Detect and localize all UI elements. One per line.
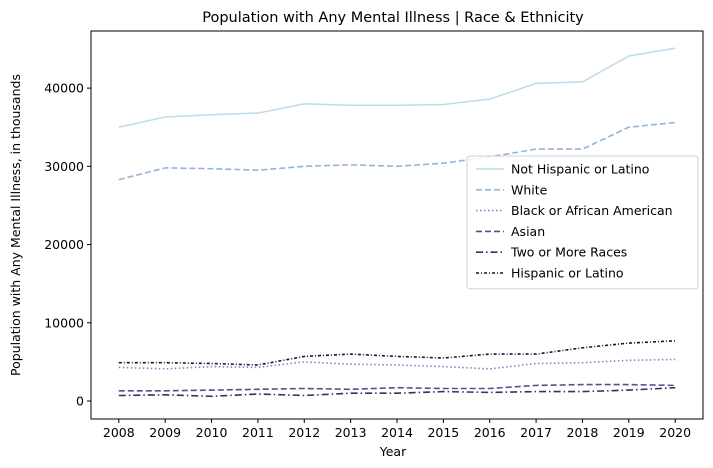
y-axis-title: Population with Any Mental Illness, in t… bbox=[8, 74, 23, 376]
x-tick-label: 2010 bbox=[196, 425, 228, 440]
series-line bbox=[118, 47, 676, 128]
series-line bbox=[118, 358, 676, 370]
x-tick-label: 2017 bbox=[520, 425, 552, 440]
y-tick-label: 20000 bbox=[44, 237, 84, 252]
x-tick-label: 2008 bbox=[103, 425, 135, 440]
x-tick-label: 2012 bbox=[288, 425, 320, 440]
x-axis: 2008 2009 2010 2011 2012 2013 2014 2015 2016 2017… bbox=[103, 419, 691, 440]
series-line bbox=[118, 121, 676, 181]
x-tick-label: 2013 bbox=[335, 425, 367, 440]
series-layer bbox=[118, 47, 676, 398]
x-axis-title: Year bbox=[379, 444, 407, 459]
x-tick-label: 2011 bbox=[242, 425, 274, 440]
y-tick-label: 0 bbox=[76, 394, 84, 409]
x-tick-label: 2014 bbox=[381, 425, 413, 440]
y-axis: 0 10000 20000 30000 40000 bbox=[44, 81, 91, 409]
y-tick-label: 40000 bbox=[44, 81, 84, 96]
legend-box bbox=[466, 155, 699, 290]
chart-title: Population with Any Mental Illness | Rac… bbox=[202, 10, 584, 26]
legend-label: Asian bbox=[511, 224, 545, 239]
x-tick-label: 2015 bbox=[427, 425, 459, 440]
x-tick-label: 2019 bbox=[613, 425, 645, 440]
series-line bbox=[118, 340, 676, 366]
x-tick-label: 2020 bbox=[659, 425, 691, 440]
series-line bbox=[118, 386, 676, 398]
legend-label: White bbox=[511, 182, 548, 197]
y-tick-label: 10000 bbox=[44, 315, 84, 330]
legend-label: Two or More Races bbox=[510, 245, 627, 260]
x-tick-label: 2016 bbox=[474, 425, 506, 440]
legend-label: Hispanic or Latino bbox=[511, 266, 624, 281]
y-tick-label: 30000 bbox=[44, 159, 84, 174]
legend-label: Not Hispanic or Latino bbox=[511, 162, 649, 177]
legend-label: Black or African American bbox=[511, 203, 673, 218]
series-line bbox=[118, 383, 676, 392]
x-tick-label: 2009 bbox=[149, 425, 181, 440]
legend: Not Hispanic or Latino White Black or Afri… bbox=[466, 155, 699, 290]
x-tick-label: 2018 bbox=[567, 425, 599, 440]
